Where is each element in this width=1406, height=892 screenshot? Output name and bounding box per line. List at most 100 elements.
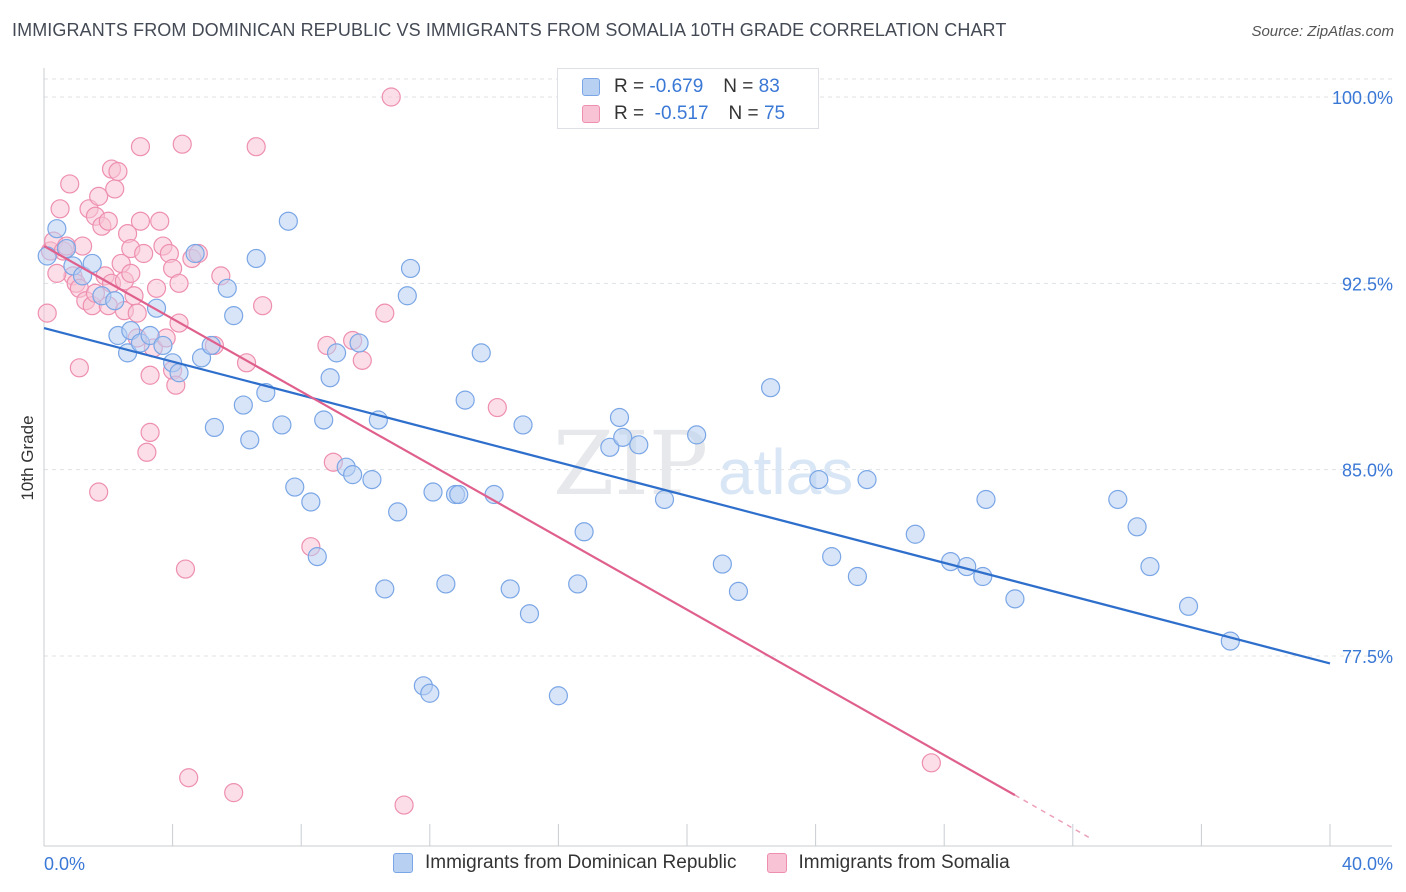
- n-value: 83: [758, 76, 780, 97]
- point-dominican: [1108, 489, 1128, 510]
- point-dominican: [246, 248, 266, 269]
- point-somalia: [50, 199, 70, 219]
- point-dominican: [105, 291, 125, 311]
- y-tick-label: 85.0%: [1342, 461, 1393, 481]
- point-dominican: [204, 417, 224, 438]
- point-somalia: [121, 263, 141, 283]
- point-dominican: [1178, 596, 1199, 616]
- point-dominican: [140, 325, 160, 346]
- point-dominican: [822, 547, 842, 567]
- point-dominican: [500, 579, 520, 599]
- point-dominican: [217, 278, 237, 298]
- point-dominican: [1140, 556, 1160, 577]
- point-somalia: [127, 303, 147, 323]
- stats-row-somalia: R = -0.517 N = 75: [582, 102, 785, 126]
- point-dominican: [1127, 517, 1147, 537]
- y-tick-label: 77.5%: [1342, 647, 1393, 667]
- point-somalia: [253, 296, 273, 316]
- point-dominican: [169, 363, 189, 383]
- y-tick-label: 92.5%: [1342, 274, 1393, 294]
- point-dominican: [905, 524, 925, 544]
- point-dominican: [400, 258, 421, 279]
- point-dominican: [388, 502, 408, 522]
- trend-line-dominican: [43, 326, 1331, 665]
- point-dominican: [629, 435, 649, 455]
- chart-source: Source: ZipAtlas.com: [1251, 23, 1394, 40]
- point-dominican: [233, 395, 253, 415]
- point-somalia: [140, 365, 160, 385]
- point-somalia: [375, 303, 395, 323]
- point-somalia: [487, 397, 507, 418]
- point-dominican: [375, 579, 395, 599]
- point-somalia: [37, 303, 57, 323]
- point-dominican: [847, 566, 867, 587]
- point-dominican: [471, 343, 491, 363]
- point-dominican: [455, 390, 475, 410]
- point-somalia: [394, 795, 414, 815]
- stats-legend: R = -0.679 N = 83 R = -0.517 N = 75: [557, 68, 819, 129]
- point-dominican: [548, 686, 569, 706]
- stats-row-dominican: R = -0.679 N = 83: [582, 75, 780, 99]
- point-dominican: [1005, 589, 1025, 609]
- point-somalia: [169, 273, 189, 293]
- point-somalia: [352, 350, 372, 370]
- point-somalia: [105, 179, 125, 199]
- n-label: N =: [723, 76, 754, 97]
- swatch-pink: [582, 105, 600, 123]
- point-dominican: [574, 522, 594, 542]
- point-dominican: [272, 415, 292, 435]
- point-dominican: [420, 683, 440, 703]
- point-somalia: [179, 768, 199, 788]
- labels-layer: 77.5% 85.0% 92.5% 100.0% 0.0% 40.0% 10th Grade: [18, 88, 1393, 874]
- point-dominican: [153, 335, 173, 356]
- point-dominican: [326, 343, 347, 363]
- point-dominican: [240, 430, 260, 450]
- point-dominican: [201, 335, 221, 356]
- chart-title: IMMIGRANTS FROM DOMINICAN REPUBLIC VS IM…: [12, 20, 1007, 40]
- r-value: -0.517: [654, 103, 709, 124]
- point-somalia: [140, 422, 160, 442]
- point-dominican: [349, 333, 369, 353]
- point-dominican: [37, 246, 57, 266]
- point-somalia: [108, 161, 128, 182]
- axis-layer: [43, 68, 1392, 847]
- watermark: ZIP atlas: [553, 412, 853, 515]
- point-dominican: [278, 211, 298, 231]
- point-dominican: [285, 477, 305, 497]
- trend-line-somalia-extension: [1014, 794, 1090, 839]
- point-dominican: [224, 306, 244, 326]
- x-tick-label: 0.0%: [44, 854, 85, 874]
- point-somalia: [47, 263, 67, 283]
- legend-item-dominican[interactable]: Immigrants from Dominican Republic: [393, 852, 737, 874]
- r-value: -0.679: [649, 76, 704, 97]
- point-dominican: [397, 286, 417, 306]
- point-dominican: [857, 470, 877, 490]
- legend-label-dominican: Immigrants from Dominican Republic: [425, 852, 737, 873]
- watermark-zip: ZIP: [553, 412, 708, 515]
- point-dominican: [47, 219, 67, 239]
- legend-item-somalia[interactable]: Immigrants from Somalia: [766, 852, 1010, 874]
- legend-label-somalia: Immigrants from Somalia: [798, 852, 1010, 873]
- point-somalia: [246, 137, 266, 157]
- point-somalia: [89, 186, 109, 206]
- point-dominican: [613, 427, 633, 447]
- point-dominican: [712, 554, 732, 574]
- point-dominican: [809, 470, 829, 490]
- point-somalia: [130, 137, 151, 157]
- point-dominican: [320, 368, 340, 388]
- points-layer: [37, 87, 1240, 815]
- point-somalia: [134, 243, 154, 264]
- point-somalia: [224, 783, 244, 803]
- point-dominican: [519, 604, 540, 624]
- point-dominican: [362, 470, 382, 490]
- point-dominican: [307, 547, 327, 567]
- swatch-blue: [582, 78, 600, 96]
- point-somalia: [69, 358, 89, 378]
- point-somalia: [172, 134, 192, 154]
- point-dominican: [687, 425, 707, 445]
- trend-line-somalia: [43, 245, 1016, 797]
- point-dominican: [513, 415, 533, 435]
- point-dominican: [314, 410, 334, 430]
- r-label: R =: [614, 76, 645, 97]
